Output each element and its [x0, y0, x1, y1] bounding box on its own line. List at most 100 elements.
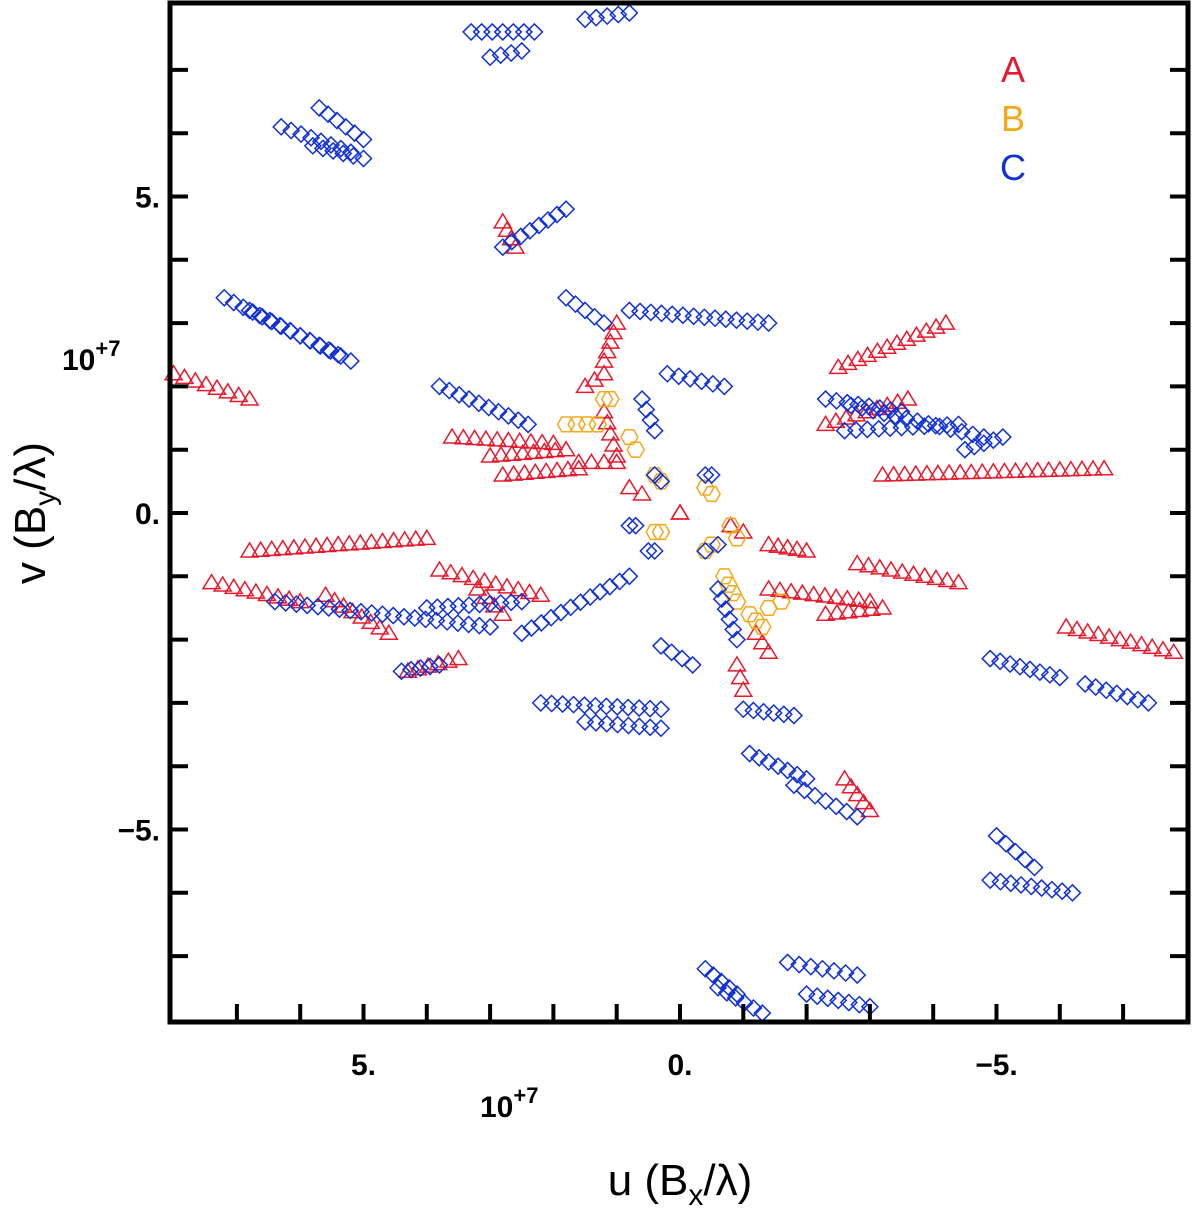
- data-point: [472, 22, 491, 41]
- data-point: [796, 541, 817, 558]
- data-point: [670, 503, 690, 520]
- data-point: [991, 652, 1010, 671]
- data-point: [429, 560, 450, 577]
- data-point: [485, 574, 506, 591]
- data-point: [509, 431, 530, 449]
- data-point: [564, 695, 583, 714]
- data-point: [470, 616, 489, 635]
- data-point: [619, 478, 640, 495]
- data-point: [714, 568, 734, 585]
- data-point: [405, 529, 426, 546]
- data-point: [867, 341, 888, 359]
- data-point: [996, 834, 1016, 853]
- data-point: [848, 807, 867, 826]
- scatter-marks: [163, 3, 1184, 1023]
- data-point: [292, 125, 311, 144]
- y-exponent-label: 10+7: [62, 336, 120, 377]
- data-point: [892, 562, 913, 579]
- data-point: [827, 603, 847, 620]
- data-point: [702, 465, 721, 485]
- data-point: [341, 352, 360, 371]
- data-point: [1038, 460, 1059, 478]
- data-point: [344, 146, 363, 166]
- data-point: [341, 143, 360, 162]
- data-point: [727, 655, 747, 672]
- data-point: [416, 528, 437, 546]
- data-point: [453, 428, 474, 445]
- data-point: [281, 321, 300, 340]
- data-point: [298, 596, 317, 615]
- data-point: [620, 516, 639, 535]
- data-point: [479, 398, 498, 417]
- data-point: [600, 577, 619, 596]
- data-point: [908, 412, 927, 431]
- data-point: [704, 966, 723, 985]
- data-point: [877, 337, 897, 355]
- data-point: [836, 963, 855, 983]
- data-point: [561, 598, 580, 617]
- data-point: [619, 698, 638, 717]
- data-point: [295, 537, 315, 554]
- data-point: [553, 694, 572, 714]
- data-point: [1015, 850, 1035, 869]
- data-point: [727, 593, 747, 610]
- data-point: [781, 582, 801, 599]
- data-point: [937, 571, 958, 588]
- data-point: [525, 462, 546, 480]
- data-point: [712, 972, 731, 991]
- data-point: [746, 612, 766, 629]
- data-point: [716, 600, 735, 619]
- data-point: [301, 128, 321, 147]
- data-point: [334, 144, 353, 163]
- data-point: [848, 966, 867, 985]
- data-point: [1016, 461, 1037, 478]
- data-point: [608, 697, 627, 716]
- data-point: [437, 612, 457, 631]
- data-point: [758, 535, 779, 552]
- data-point: [509, 411, 528, 430]
- data-point: [311, 336, 330, 355]
- data-point: [603, 435, 624, 452]
- data-point: [744, 998, 763, 1018]
- data-point: [914, 566, 935, 584]
- data-point: [448, 649, 469, 666]
- data-point: [683, 655, 702, 674]
- data-point: [759, 314, 778, 333]
- data-point: [498, 431, 519, 448]
- data-point: [869, 419, 888, 438]
- data-point: [805, 786, 825, 805]
- data-point: [228, 385, 249, 403]
- data-point: [727, 530, 747, 547]
- data-point: [261, 539, 282, 557]
- data-point: [1001, 874, 1020, 893]
- data-point: [584, 370, 605, 387]
- data-point: [330, 600, 349, 619]
- series-C: [215, 3, 1158, 1023]
- data-point: [872, 465, 893, 482]
- data-point: [542, 694, 561, 713]
- data-point: [586, 696, 605, 715]
- data-point: [481, 48, 500, 67]
- data-point: [730, 668, 750, 685]
- data-point: [239, 541, 260, 558]
- data-point: [651, 719, 671, 738]
- y-tick-label: −5.: [117, 815, 160, 848]
- data-point: [705, 309, 725, 328]
- data-point: [795, 781, 814, 800]
- data-point: [841, 396, 860, 415]
- data-point: [1120, 632, 1141, 649]
- data-point: [829, 991, 848, 1010]
- data-point: [529, 216, 548, 235]
- data-point: [585, 307, 604, 326]
- data-point: [543, 433, 564, 451]
- data-point: [600, 424, 621, 441]
- data-point: [240, 301, 259, 320]
- data-point: [467, 579, 488, 596]
- data-point: [536, 461, 556, 479]
- data-point: [803, 585, 824, 602]
- data-point: [1050, 668, 1069, 687]
- data-point: [459, 596, 479, 615]
- data-point: [575, 10, 595, 29]
- data-point: [1072, 459, 1092, 477]
- data-point: [897, 409, 916, 428]
